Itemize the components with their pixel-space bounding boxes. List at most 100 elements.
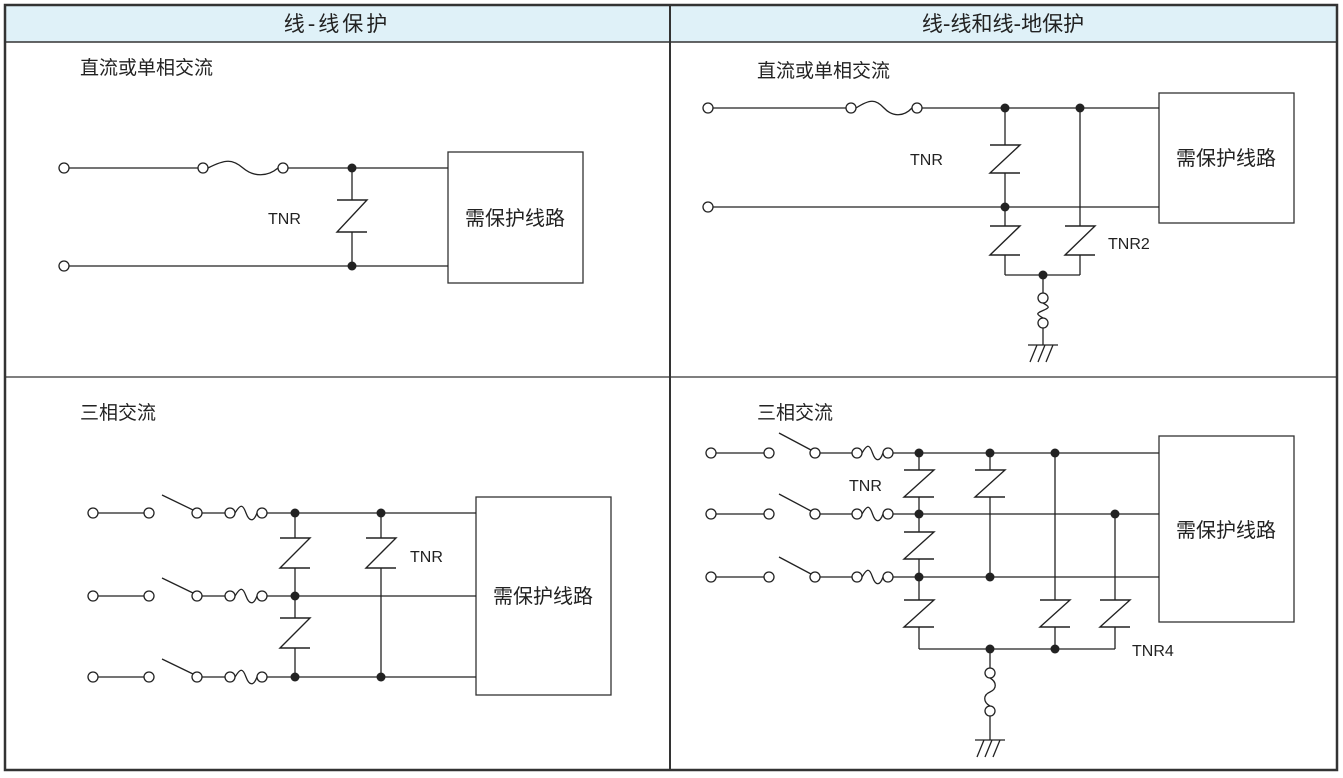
tl-protected-circuit-box — [447, 151, 584, 284]
bl-tnr-label: TNR — [410, 549, 443, 566]
terminal-icon — [809, 571, 821, 583]
junction-dot — [1000, 103, 1010, 113]
terminal-icon — [763, 447, 775, 459]
fuse-icon — [207, 160, 279, 176]
terminal-icon — [882, 447, 894, 459]
br-protected-circuit-box — [1158, 435, 1295, 623]
varistor-tnr-icon — [1038, 599, 1072, 628]
terminal-icon — [851, 447, 863, 459]
terminal-icon — [1037, 317, 1049, 329]
fuse-icon — [234, 669, 258, 685]
terminal-icon — [224, 507, 236, 519]
varistor-tnr-icon — [278, 537, 312, 569]
junction-dot — [1075, 103, 1085, 113]
bl-box-label: 需保护线路 — [493, 584, 593, 608]
fuse-icon — [984, 677, 996, 707]
br-title: 三相交流 — [757, 402, 833, 424]
fuse-icon — [861, 569, 884, 585]
terminal-icon — [763, 508, 775, 520]
tr-title: 直流或单相交流 — [757, 60, 890, 82]
terminal-icon — [911, 102, 923, 114]
tl-box-label: 需保护线路 — [465, 206, 565, 230]
terminal-icon — [851, 571, 863, 583]
table-frame: 线-线保护 线-线和线-地保护 — [3, 3, 1339, 772]
tr-box-label: 需保护线路 — [1176, 146, 1276, 170]
terminal-icon — [851, 508, 863, 520]
terminal-icon — [191, 507, 203, 519]
terminal-icon — [1037, 292, 1049, 304]
junction-dot — [985, 572, 995, 582]
header-left-bg — [5, 5, 670, 42]
junction-dot — [1000, 202, 1010, 212]
header-line-line: 线-线保护 — [284, 12, 391, 36]
varistor-tnr-icon — [902, 469, 936, 498]
junction-dot — [376, 508, 386, 518]
terminal-icon — [197, 162, 209, 174]
terminal-icon — [191, 590, 203, 602]
junction-dot — [1110, 509, 1120, 519]
fuse-icon — [1037, 302, 1049, 319]
ground-icon — [975, 739, 1005, 758]
header-right-bg — [670, 5, 1337, 42]
terminal-icon — [882, 508, 894, 520]
fuse-icon — [861, 506, 884, 522]
junction-dot — [1050, 448, 1060, 458]
junction-dot — [985, 448, 995, 458]
switch-icon — [778, 556, 812, 575]
varistor-tnr-icon — [973, 469, 1007, 498]
terminal-icon — [58, 260, 70, 272]
br-tnr4-label: TNR4 — [1132, 643, 1174, 660]
terminal-icon — [191, 671, 203, 683]
varistor-tnr-icon — [1063, 225, 1097, 256]
switch-icon — [778, 432, 812, 451]
varistor-tnr-icon — [902, 599, 936, 628]
varistor-tnr-icon — [988, 225, 1022, 256]
terminal-icon — [763, 571, 775, 583]
terminal-icon — [702, 102, 714, 114]
terminal-icon — [87, 507, 99, 519]
terminal-icon — [224, 590, 236, 602]
terminal-icon — [256, 671, 268, 683]
terminal-icon — [705, 508, 717, 520]
tr-tnr-label: TNR — [910, 152, 943, 169]
ground-icon — [1028, 344, 1058, 363]
terminal-icon — [702, 201, 714, 213]
varistor-tnr-icon — [902, 531, 936, 560]
bl-title: 三相交流 — [80, 402, 156, 424]
varistor-tnr-icon — [364, 537, 398, 569]
terminal-icon — [809, 447, 821, 459]
fuse-icon — [234, 588, 258, 604]
bl-protected-circuit-box — [475, 496, 612, 696]
terminal-icon — [256, 507, 268, 519]
terminal-icon — [845, 102, 857, 114]
fuse-icon — [861, 445, 884, 461]
terminal-icon — [143, 671, 155, 683]
terminal-icon — [705, 571, 717, 583]
terminal-icon — [882, 571, 894, 583]
switch-icon — [778, 493, 812, 512]
terminal-icon — [224, 671, 236, 683]
junction-dot — [376, 672, 386, 682]
varistor-tnr-icon — [278, 617, 312, 649]
terminal-icon — [705, 447, 717, 459]
junction-dot — [347, 163, 357, 173]
fuse-icon — [234, 505, 258, 521]
junction-dot — [1050, 644, 1060, 654]
header-line-line-ground: 线-线和线-地保护 — [922, 12, 1084, 36]
terminal-icon — [809, 508, 821, 520]
fuse-icon — [855, 100, 913, 116]
tr-protected-circuit-box — [1158, 92, 1295, 224]
terminal-icon — [87, 671, 99, 683]
terminal-icon — [58, 162, 70, 174]
terminal-icon — [256, 590, 268, 602]
tl-tnr-label: TNR — [268, 211, 301, 228]
switch-icon — [161, 494, 194, 511]
br-box-label: 需保护线路 — [1176, 518, 1276, 542]
terminal-icon — [984, 667, 996, 679]
terminal-icon — [143, 590, 155, 602]
varistor-tnr-icon — [1098, 599, 1132, 628]
terminal-icon — [87, 590, 99, 602]
terminal-icon — [984, 705, 996, 717]
terminal-icon — [143, 507, 155, 519]
